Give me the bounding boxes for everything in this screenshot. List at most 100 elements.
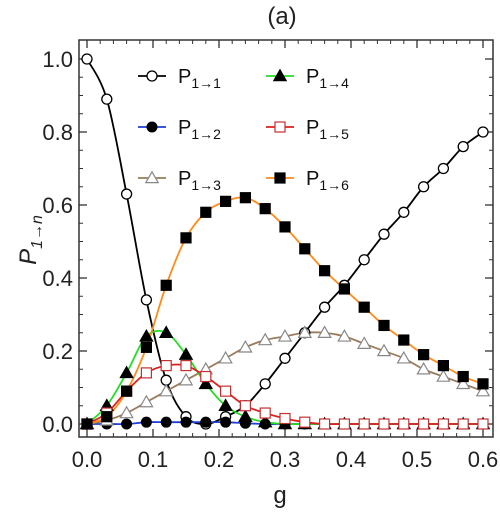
data-point (140, 294, 153, 306)
data-point (239, 192, 251, 204)
data-point (378, 228, 390, 240)
legend: P1→1 P1→2 P1→3 P1→4 P1→5 P1→6 (138, 66, 349, 193)
data-point (396, 350, 412, 364)
data-point (180, 360, 192, 372)
data-point (455, 376, 471, 390)
data-point (257, 332, 273, 346)
y-tick-label: 0.8 (42, 120, 73, 145)
y-axis-title: P1→n (15, 215, 46, 265)
data-point (178, 347, 194, 360)
data-point (436, 369, 451, 382)
data-point (220, 416, 232, 428)
data-point (477, 378, 489, 390)
data-point (120, 188, 133, 200)
legend-label: P1→6 (306, 168, 349, 193)
x-axis-title: g (273, 482, 286, 509)
x-tick-label: 0.5 (402, 447, 433, 472)
data-point (279, 352, 291, 364)
data-point (299, 243, 311, 255)
legend-entry: P1→5 (266, 117, 349, 142)
data-point (337, 328, 352, 342)
legend-swatch-marker (274, 172, 286, 184)
data-point (160, 374, 172, 386)
legend-label: P1→5 (306, 117, 349, 142)
y-tick-label: 0.2 (42, 339, 73, 364)
tick-marks (79, 40, 493, 437)
data-point (200, 206, 212, 218)
legend-label: P1→1 (178, 66, 221, 91)
data-point (297, 325, 313, 338)
data-point (198, 376, 214, 390)
data-point (139, 394, 154, 408)
x-tick-label: 0.4 (336, 447, 367, 472)
data-point (218, 350, 233, 364)
svg-text:P1→n: P1→n (15, 215, 46, 265)
data-point (319, 265, 331, 277)
data-point (257, 414, 273, 428)
data-point (457, 418, 469, 430)
data-point (140, 367, 152, 379)
data-point (319, 418, 331, 430)
data-point (398, 206, 410, 218)
data-point (398, 334, 410, 346)
data-point (279, 412, 291, 425)
data-point (477, 418, 489, 430)
data-point (180, 232, 192, 244)
data-point (457, 370, 469, 383)
data-point (418, 349, 430, 361)
data-point (475, 383, 491, 397)
data-point (358, 418, 370, 430)
data-point (338, 418, 350, 430)
data-point (160, 360, 172, 372)
data-point (200, 370, 212, 383)
x-tick-label: 0.6 (468, 447, 499, 472)
data-point (356, 336, 372, 349)
data-point (101, 411, 113, 423)
data-point (239, 400, 251, 412)
data-point (376, 343, 392, 357)
data-point (158, 383, 174, 397)
legend-swatch-marker (272, 68, 288, 82)
data-point (416, 361, 431, 375)
data-point (101, 93, 113, 105)
data-point (277, 328, 293, 342)
data-point (238, 409, 253, 422)
data-point (238, 339, 253, 353)
series-layer (79, 53, 491, 430)
legend-entry: P1→3 (138, 168, 221, 193)
data-point (121, 418, 133, 430)
data-point (200, 416, 212, 428)
data-point (398, 418, 410, 430)
data-point (437, 418, 449, 430)
data-point (160, 279, 172, 291)
legend-entry: P1→1 (138, 66, 221, 91)
data-point (477, 126, 489, 138)
y-tick-label: 0.4 (42, 266, 73, 291)
data-point (358, 254, 370, 266)
legend-label: P1→2 (178, 117, 221, 142)
legend-entry: P1→6 (266, 168, 349, 193)
data-point (317, 325, 332, 338)
data-point (259, 407, 271, 419)
legend-label: P1→3 (178, 168, 221, 193)
data-point (378, 319, 390, 332)
data-point (279, 221, 291, 233)
x-tick-label: 0.0 (72, 447, 103, 472)
data-point (140, 341, 152, 353)
data-point (178, 372, 194, 386)
legend-entry: P1→4 (266, 66, 349, 91)
data-point (338, 283, 350, 295)
legend-swatch-marker (146, 121, 158, 133)
legend-label: P1→4 (306, 66, 349, 91)
y-axis-title-main: P (15, 249, 42, 265)
data-point (437, 360, 449, 372)
data-point (81, 418, 93, 430)
data-point (378, 418, 390, 430)
data-point (120, 385, 133, 397)
data-point (437, 162, 450, 175)
series-markers-3 (79, 325, 491, 430)
y-tick-labels: 0.0 0.2 0.4 0.6 0.8 1.0 (42, 47, 73, 437)
data-point (318, 301, 331, 313)
data-point (358, 301, 370, 313)
